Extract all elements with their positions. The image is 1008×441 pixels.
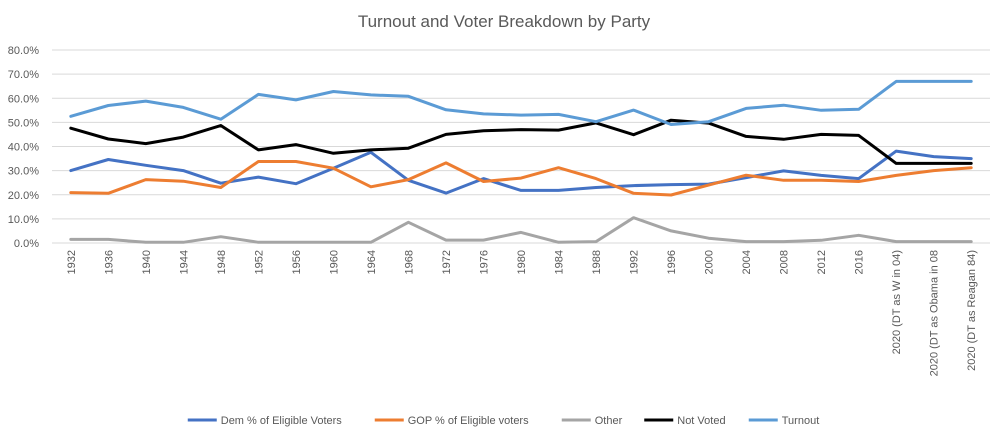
x-tick-label: 2020 (DT as Obama in 08	[929, 250, 941, 376]
legend-item: Other	[561, 415, 623, 427]
x-tick-label: 1952	[253, 250, 265, 274]
y-tick-label: 60.0%	[8, 93, 39, 105]
gridlines	[52, 49, 990, 244]
legend-label: GOP % of Eligible voters	[408, 415, 529, 427]
x-axis: 1932 1936 1940 1944 1948 1952 1956 1960 1964 1968…	[66, 250, 978, 376]
x-tick-label: 1932	[66, 250, 78, 274]
series-line-dem-of-eligible-voters	[69, 149, 973, 195]
x-tick-label: 1996	[666, 250, 678, 274]
legend: Dem % of Eligible Voters GOP % of Eligibl…	[187, 415, 820, 427]
x-tick-label: 2008	[779, 250, 791, 274]
legend-item: Not Voted	[644, 415, 726, 427]
y-tick-label: 30.0%	[8, 166, 39, 178]
x-tick-label: 1964	[366, 250, 378, 274]
y-tick-label: 70.0%	[8, 69, 39, 81]
y-tick-label: 0.0%	[14, 238, 39, 250]
legend-label: Other	[595, 415, 623, 427]
x-tick-label: 2016	[854, 250, 866, 274]
series-line-gop-of-eligible-voters	[69, 160, 973, 197]
x-tick-label: 1968	[403, 250, 415, 274]
x-tick-label: 1988	[591, 250, 603, 274]
x-tick-label: 1984	[554, 250, 566, 274]
series-line-other	[69, 216, 973, 244]
x-tick-label: 2020 (DT as Reagan 84)	[966, 250, 978, 371]
x-tick-label: 2012	[816, 250, 828, 274]
legend-item: Dem % of Eligible Voters	[187, 415, 343, 427]
x-tick-label: 1980	[516, 250, 528, 274]
x-tick-label: 1972	[441, 250, 453, 274]
y-tick-label: 20.0%	[8, 190, 39, 202]
chart-title: Turnout and Voter Breakdown by Party	[358, 12, 651, 31]
x-tick-label: 1944	[178, 250, 190, 274]
y-axis: 0.0% 10.0% 20.0% 30.0% 40.0% 50.0% 60.0% 70.0% 8…	[8, 45, 39, 250]
legend-label: Not Voted	[677, 415, 725, 427]
x-tick-label: 2020 (DT as W in 04)	[891, 250, 903, 354]
y-tick-label: 40.0%	[8, 142, 39, 154]
x-tick-label: 1936	[103, 250, 115, 274]
x-tick-label: 1940	[141, 250, 153, 274]
x-tick-label: 1960	[328, 250, 340, 274]
series-line-not-voted	[69, 118, 973, 165]
legend-item: GOP % of Eligible voters	[374, 415, 529, 427]
y-tick-label: 80.0%	[8, 45, 39, 57]
series-lines	[69, 79, 973, 244]
x-tick-label: 1992	[629, 250, 641, 274]
legend-label: Turnout	[782, 415, 820, 427]
x-tick-label: 1976	[478, 250, 490, 274]
series-line-turnout	[69, 79, 973, 126]
legend-label: Dem % of Eligible Voters	[221, 415, 343, 427]
y-tick-label: 10.0%	[8, 214, 39, 226]
x-tick-label: 2004	[741, 250, 753, 274]
legend-item: Turnout	[748, 415, 820, 427]
y-tick-label: 50.0%	[8, 117, 39, 129]
x-tick-label: 1948	[216, 250, 228, 274]
x-tick-label: 1956	[291, 250, 303, 274]
x-tick-label: 2000	[704, 250, 716, 274]
